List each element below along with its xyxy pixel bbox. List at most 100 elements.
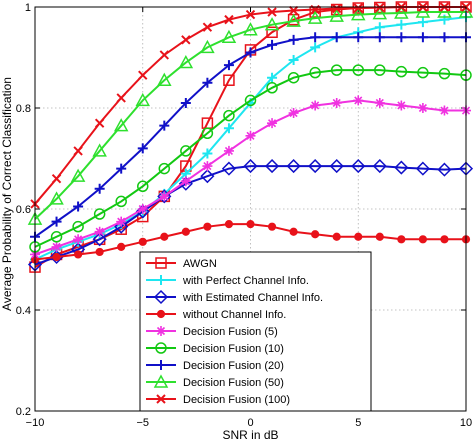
data-point — [50, 231, 63, 243]
data-point — [372, 5, 388, 20]
y-tick-label: 0.2 — [16, 406, 31, 418]
legend-label: Decision Fusion (10) — [183, 343, 284, 355]
data-point — [180, 97, 191, 108]
data-point — [353, 95, 364, 106]
data-point — [331, 32, 342, 43]
data-point — [394, 160, 409, 175]
y-tick-label: 1 — [25, 2, 31, 14]
data-point — [223, 109, 235, 122]
data-point — [223, 60, 234, 71]
data-point — [201, 127, 214, 139]
data-point — [289, 227, 298, 236]
data-point — [181, 35, 191, 45]
data-point — [153, 374, 169, 388]
series-line — [34, 69, 467, 248]
data-point — [353, 32, 364, 43]
legend-label: Decision Fusion (100) — [183, 394, 290, 406]
data-point — [159, 191, 170, 202]
data-point — [243, 159, 258, 174]
data-point — [51, 216, 62, 227]
data-point — [137, 180, 149, 193]
axis-ticks: −10 −5 0 5 10 0.2 0.4 0.6 0.8 1 — [16, 2, 472, 429]
data-point — [73, 234, 84, 245]
data-point — [224, 220, 234, 229]
data-point — [73, 146, 83, 156]
legend-item: AWGN — [146, 257, 217, 270]
data-point — [267, 222, 277, 231]
x-tick-label: 10 — [460, 417, 472, 429]
data-point — [353, 3, 363, 13]
data-point — [375, 232, 384, 241]
data-point — [113, 118, 129, 132]
data-point — [417, 103, 428, 113]
data-point — [415, 4, 431, 18]
data-point — [202, 161, 213, 172]
data-point — [310, 42, 321, 53]
data-point — [202, 77, 213, 88]
data-point — [286, 13, 301, 27]
data-point — [138, 70, 148, 80]
data-point — [115, 195, 127, 208]
data-point — [157, 72, 172, 86]
data-point — [49, 191, 64, 205]
data-point — [178, 54, 194, 69]
data-point — [350, 7, 366, 21]
data-point — [137, 204, 148, 214]
data-point — [74, 250, 83, 259]
legend-label: Decision Fusion (50) — [183, 377, 284, 389]
legend-label: with Estimated Channel Info. — [182, 292, 323, 304]
data-point — [93, 208, 106, 220]
data-point — [200, 39, 215, 54]
data-point — [94, 183, 105, 194]
data-point — [155, 257, 167, 269]
data-point — [202, 22, 213, 32]
data-point — [156, 394, 166, 404]
data-point — [438, 67, 451, 80]
legend-item: Decision Fusion (100) — [146, 394, 290, 406]
data-point — [135, 92, 151, 107]
data-point — [309, 66, 321, 79]
data-point — [267, 72, 278, 83]
data-point — [223, 145, 234, 156]
series-lines — [27, 1, 474, 273]
data-point — [138, 237, 147, 246]
data-point — [397, 235, 406, 244]
data-point — [307, 10, 323, 24]
y-tick-label: 0.4 — [16, 305, 31, 317]
series-7 — [27, 4, 474, 225]
x-tick-label: 0 — [247, 417, 253, 429]
data-point — [331, 97, 342, 108]
data-point — [156, 309, 166, 319]
data-point — [267, 7, 277, 17]
series-line — [34, 11, 466, 220]
data-point — [155, 342, 167, 354]
data-point — [372, 159, 387, 174]
legend-label: AWGN — [183, 258, 217, 270]
legend: AWGN with Perfect Channel Info. with Estim… — [139, 251, 372, 412]
legend-item: Decision Fusion (10) — [146, 342, 284, 355]
series-5 — [29, 64, 472, 253]
data-point — [329, 159, 344, 174]
data-point — [310, 100, 321, 111]
data-point — [92, 143, 107, 157]
data-point — [288, 108, 299, 119]
series-2 — [27, 159, 474, 272]
data-point — [245, 47, 256, 58]
data-point — [223, 74, 235, 86]
data-point — [417, 66, 429, 79]
data-point — [245, 9, 256, 20]
data-point — [95, 247, 104, 257]
data-point — [160, 232, 169, 241]
data-point — [287, 71, 300, 84]
x-tick-label: −10 — [26, 417, 45, 429]
data-point — [114, 219, 129, 234]
data-point — [180, 176, 191, 187]
y-axis-label: Average Probability of Correct Classific… — [0, 77, 14, 311]
data-point — [52, 252, 61, 262]
data-point — [288, 34, 299, 45]
legend-item: with Estimated Channel Info. — [146, 289, 323, 305]
data-point — [221, 29, 237, 44]
series-3 — [30, 220, 471, 264]
legend-box — [139, 251, 372, 412]
data-point — [440, 235, 449, 244]
